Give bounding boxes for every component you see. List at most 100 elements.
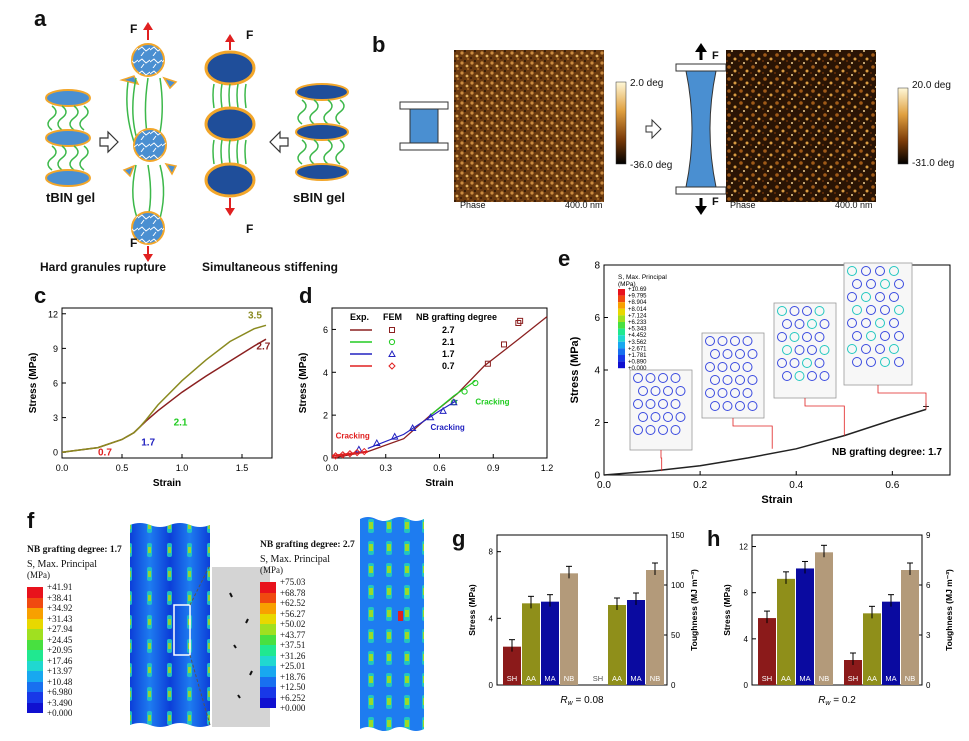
inset-particle [889,266,899,276]
legend-row: +0.000 [27,708,132,719]
exp-1.7-line [367,399,458,449]
inset-particle [875,266,885,276]
inset-particle [658,373,668,383]
fem-0.7-point [331,452,340,460]
y-axis-label: Stress (MPa) [467,584,477,636]
x-axis-label: Strain [153,478,181,489]
y-tick-label: 4 [744,635,749,644]
legend-row: +10.48 [27,677,132,692]
sbin-gel-stack [295,83,349,181]
y-tick-label: 6 [323,325,328,335]
legend-swatch [260,603,276,614]
inset-pointer [804,398,845,436]
legend-row: +68.78 [260,587,360,603]
afm1-scale-top: 2.0 deg [630,78,664,89]
legend-value: +2.671 [628,346,647,352]
inset-particle [782,345,792,355]
bar-label: AA [612,674,622,683]
y-tick-label: 4 [323,368,328,378]
inset-particle [894,331,904,341]
y-axis-label: Stress (MPa) [28,353,39,414]
legend-swatch [260,624,276,635]
legend-row: +41.91 [27,582,132,598]
inset-particle [777,306,787,316]
inset-particle [789,358,800,368]
legend-row: +17.46 [27,656,132,671]
panel-label-a: a [34,6,47,31]
inset-particle [875,344,885,354]
bar-aa [863,613,881,685]
y2-tick-label: 100 [671,581,685,590]
legend-swatch [27,692,43,703]
fem-title: NB grafting degree: 2.7 [260,540,355,550]
legend-value: 2.1 [442,337,455,347]
legend-f-right: NB grafting degree: 2.7 S, Max. Principal… [260,540,360,714]
bar-aa [522,603,540,685]
inset-particle [847,344,857,354]
series-label: 2.7 [256,342,270,353]
legend-swatch [260,634,276,645]
inset-particle [730,336,740,346]
inset-particle [663,412,673,422]
inset-particle [730,362,740,372]
legend-unit: (MPa) [27,570,50,580]
y2-tick-label: 0 [671,681,676,690]
legend-value: +3.562 [628,340,647,346]
bar-label: AA [526,674,536,683]
legend-value: +37.51 [280,640,306,650]
legend-swatch [618,308,625,316]
cracking-annotation: Cracking [475,397,509,406]
legend-header: NB grafting degree [416,312,497,322]
legend-value: +50.02 [280,619,306,629]
series-label: 0.7 [98,448,112,459]
inset-particle [742,362,753,372]
bar-label: MA [630,674,641,683]
y-tick-label: 0 [323,454,328,464]
series-label: 1.7 [141,437,155,448]
legend-swatch [260,666,276,677]
series-label: 2.1 [174,418,188,429]
inset-particle [633,425,643,435]
inset-particle [794,319,805,329]
legend-swatch [27,660,43,671]
legend-title: S, Max. Principal [618,274,667,281]
inset-pointer [877,385,927,410]
inset-particle [880,331,890,341]
inset-particle [880,305,890,315]
legend-row: +24.45 [27,635,132,650]
x-tick-label: 1.2 [541,463,554,473]
legend-row: +31.43 [27,614,132,629]
inset-particle [633,373,643,383]
legend-row: +25.01 [260,661,360,677]
y-tick-label: 2 [594,418,600,429]
bar-label: MA [885,674,896,683]
inset-particle [710,349,720,359]
legend-swatch [27,681,43,692]
inset-particle [710,375,720,385]
afm1-size-label: 400.0 nm [565,200,603,210]
chart-g: 0 4 8 0 50 100 150 Stress (MPa) Toughness (MJ m⁻… [467,531,699,707]
legend-value: +75.03 [280,577,306,587]
legend-swatch [27,618,43,629]
inset-particle [847,292,857,302]
legend-value: +68.78 [280,587,306,598]
stiffened-granules [204,50,256,198]
x-axis-label: Strain [425,478,453,489]
legend-swatch [27,650,43,661]
legend-row: +6.980 [27,687,132,703]
panel-label-h: h [707,526,721,551]
inset-particle [705,336,715,346]
afm2-phase-label: Phase [730,200,756,210]
cracking-annotation: Cracking [431,423,465,432]
inset-particle [814,306,825,316]
caption-hard-granules: Hard granules rupture [40,260,167,274]
legend-swatch [618,355,625,362]
bar-nb [901,570,919,685]
inset-particle [722,349,733,359]
sbin-gel-label: sBIN gel [293,190,346,205]
legend-swatch [27,639,43,650]
y-axis-label: Stress (MPa) [722,584,732,636]
x-tick-label: 0.5 [116,463,129,473]
inset-particle [814,332,825,342]
